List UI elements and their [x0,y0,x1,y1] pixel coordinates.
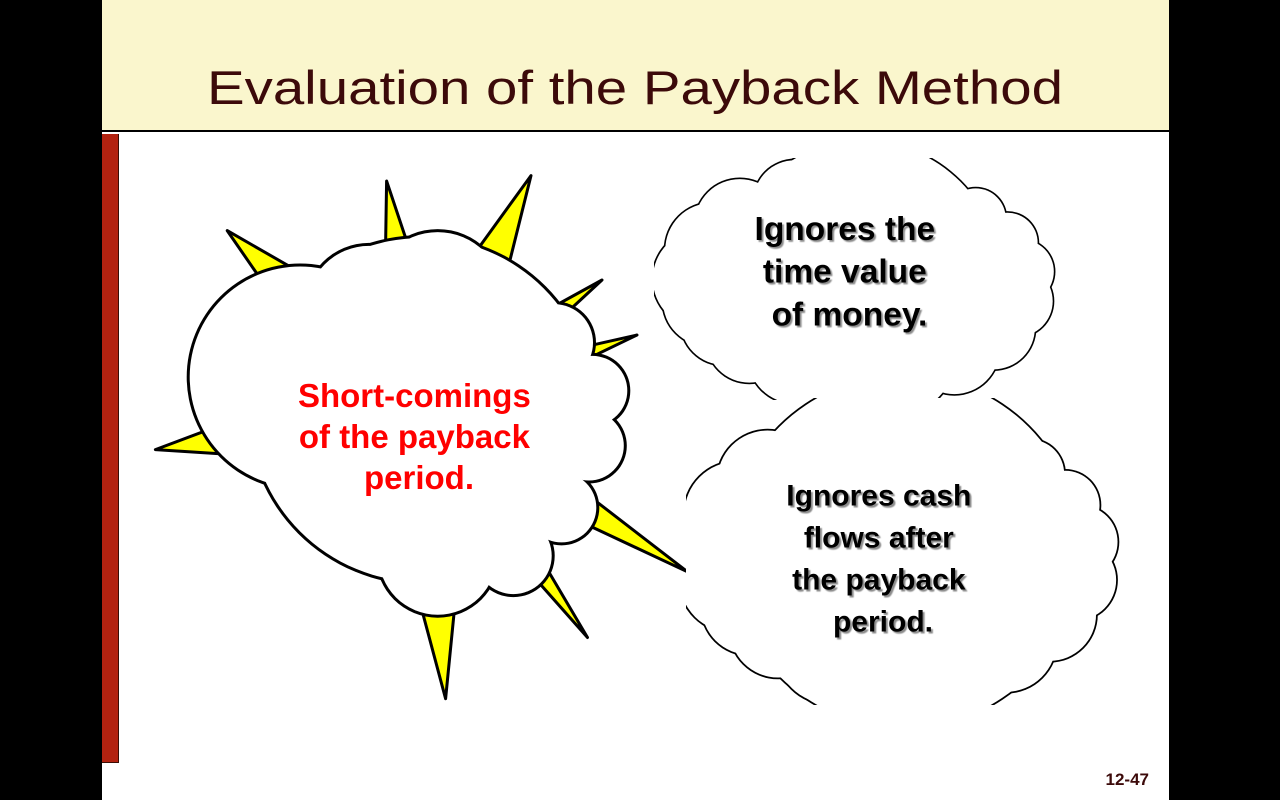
svg-text:Ignores the time value of: Ignores the time value of money. [755,211,945,334]
